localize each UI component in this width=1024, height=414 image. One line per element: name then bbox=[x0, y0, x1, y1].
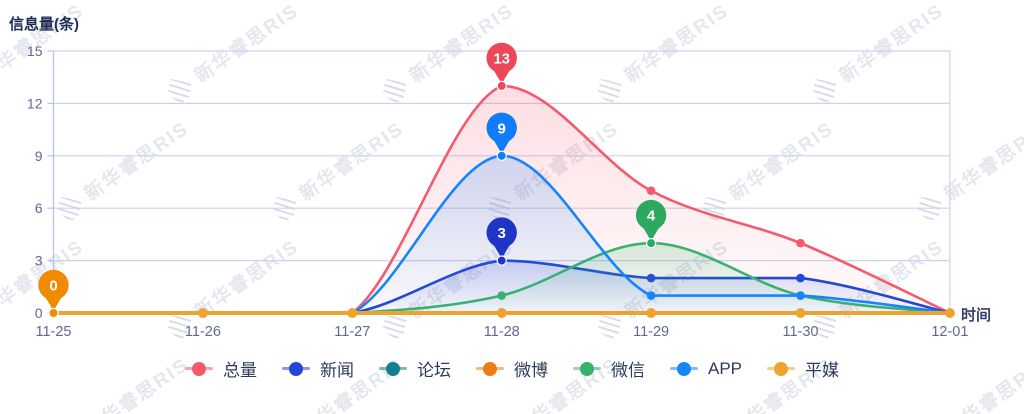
y-tick-label: 15 bbox=[27, 43, 43, 59]
x-axis-title: 时间 bbox=[961, 307, 992, 324]
legend-line-dot-icon-wechat bbox=[572, 361, 601, 376]
legend-item-app[interactable]: APP bbox=[669, 358, 743, 379]
legend-item-forum[interactable]: 论坛 bbox=[378, 356, 451, 381]
legend-label: 新闻 bbox=[319, 361, 354, 380]
series-point-total bbox=[796, 238, 805, 248]
x-tick-label: 11-27 bbox=[334, 324, 370, 340]
y-axis-title: 信息量(条) bbox=[9, 16, 79, 33]
legend-line-dot-icon-app bbox=[669, 361, 698, 376]
pin-value: 3 bbox=[498, 225, 506, 242]
max-pin-wechat: 4 bbox=[635, 199, 667, 249]
legend-line-dot-icon-print bbox=[767, 361, 796, 376]
legend-label: 平媒 bbox=[805, 361, 840, 380]
legend-label: 微博 bbox=[513, 361, 548, 380]
legend-label: APP bbox=[707, 358, 743, 378]
legend-label: 微信 bbox=[610, 361, 645, 380]
x-tick-label: 11-28 bbox=[484, 324, 520, 340]
chart-legend: 总量 新闻 论坛 微博 微信 APP 平媒 bbox=[0, 356, 1024, 381]
series-point-print bbox=[347, 308, 358, 318]
x-tick-label: 11-30 bbox=[782, 324, 818, 340]
legend-line-dot-icon-forum bbox=[378, 361, 407, 376]
y-tick-label: 12 bbox=[27, 95, 43, 111]
pin-bubble bbox=[38, 269, 69, 301]
series-point-print bbox=[795, 308, 806, 318]
series-point-total bbox=[646, 186, 656, 196]
pin-anchor-dot bbox=[645, 237, 657, 249]
y-tick-label: 3 bbox=[35, 253, 43, 269]
x-tick-label: 11-26 bbox=[185, 324, 221, 340]
pin-bubble bbox=[486, 112, 517, 143]
pin-anchor-dot bbox=[48, 307, 59, 319]
series-point-news bbox=[796, 273, 805, 283]
y-tick-label: 9 bbox=[35, 148, 43, 164]
pin-value: 0 bbox=[49, 278, 57, 295]
pin-bubble bbox=[486, 217, 517, 248]
legend-line-dot-icon-weibo bbox=[475, 361, 504, 376]
legend-item-wechat[interactable]: 微信 bbox=[572, 356, 645, 381]
legend-item-weibo[interactable]: 微博 bbox=[475, 356, 548, 381]
pin-bubble bbox=[635, 199, 667, 231]
series-point-print bbox=[944, 308, 955, 318]
series-point-app bbox=[796, 291, 805, 300]
x-tick-label: 11-29 bbox=[633, 324, 669, 340]
legend-label: 总量 bbox=[222, 361, 257, 380]
pin-value: 13 bbox=[493, 51, 510, 68]
legend-line-dot-icon-news bbox=[281, 361, 310, 376]
pin-anchor-dot bbox=[496, 80, 507, 92]
pin-anchor-dot bbox=[496, 150, 507, 161]
series-point-app bbox=[646, 291, 656, 300]
legend-item-news[interactable]: 新闻 bbox=[281, 356, 354, 381]
legend-label: 论坛 bbox=[416, 361, 451, 380]
pin-anchor-dot bbox=[496, 255, 507, 266]
max-pin-news: 3 bbox=[486, 217, 517, 266]
legend-item-total[interactable]: 总量 bbox=[184, 356, 257, 381]
max-pin-total: 13 bbox=[486, 42, 517, 92]
y-tick-label: 0 bbox=[35, 305, 43, 321]
max-pin-app: 9 bbox=[486, 112, 517, 161]
x-tick-label: 12-01 bbox=[931, 324, 968, 340]
legend-item-print[interactable]: 平媒 bbox=[767, 356, 839, 381]
max-pin-weibo: 0 bbox=[38, 269, 69, 319]
x-tick-label: 11-25 bbox=[35, 324, 71, 340]
legend-line-dot-icon-total bbox=[184, 361, 213, 376]
series-point-print bbox=[197, 308, 208, 318]
series-point-print bbox=[646, 308, 657, 318]
y-tick-label: 6 bbox=[35, 200, 43, 216]
pin-value: 4 bbox=[647, 208, 656, 225]
pin-value: 9 bbox=[498, 120, 506, 137]
series-point-print bbox=[496, 308, 507, 318]
pin-bubble bbox=[486, 42, 517, 74]
